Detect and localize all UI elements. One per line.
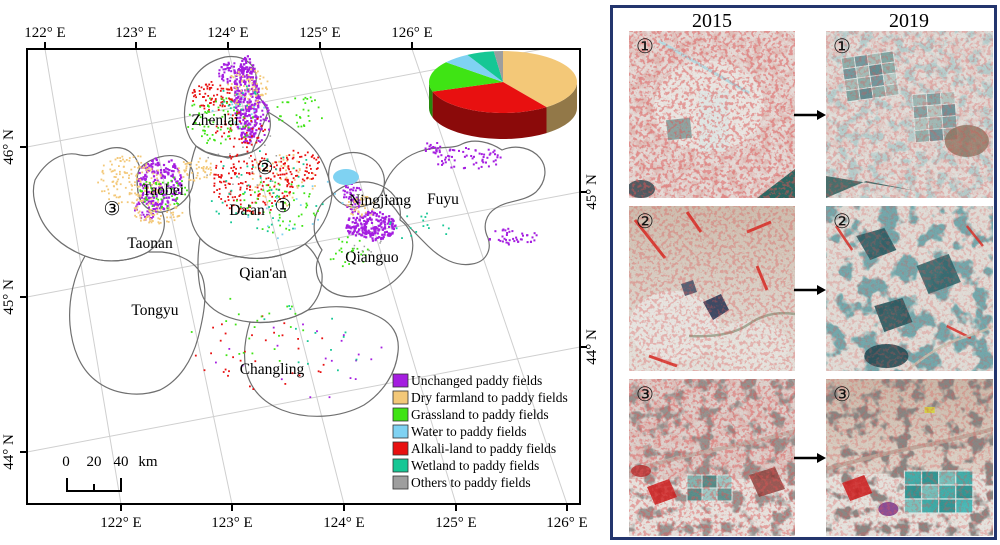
left-axis-label: 44° N — [1, 434, 17, 470]
legend-swatch — [392, 373, 409, 388]
map-marker-2: ② — [256, 157, 273, 179]
legend-item: Grassland to paddy fields — [392, 407, 549, 422]
satellite-image-2015-site1: ① — [629, 31, 795, 198]
site-markers: ① ② ③ — [103, 157, 291, 220]
region-label-qianguo: Qianguo — [345, 249, 399, 266]
legend-label: Wetland to paddy fields — [411, 458, 539, 473]
map-marker-1: ① — [274, 195, 291, 217]
map-legend: Unchanged paddy fields Dry farmland to p… — [392, 373, 568, 490]
satellite-image-2019-site2: ② — [826, 206, 993, 371]
lake-water-body — [333, 169, 359, 185]
satellite-image-2019-site3: ③ — [826, 379, 993, 536]
right-axis-label: 44° N — [584, 329, 600, 365]
legend-label: Water to paddy fields — [411, 424, 527, 439]
top-axis-label: 126° E — [391, 25, 432, 41]
map-marker-3: ③ — [103, 198, 120, 220]
col-header-2015: 2015 — [692, 10, 732, 32]
legend-label: Alkali-land to paddy fields — [411, 441, 556, 456]
paddy-change-scatter — [97, 55, 538, 399]
image-marker: ② — [833, 209, 851, 233]
legend-label: Others to paddy fields — [411, 475, 531, 490]
conversion-pie-chart — [429, 51, 577, 139]
legend-swatch — [392, 390, 409, 405]
image-marker: ① — [833, 34, 851, 58]
comparison-panel: 2015 2019 ① — [610, 5, 997, 540]
legend-item: Others to paddy fields — [392, 475, 531, 490]
top-axis-label: 123° E — [115, 25, 156, 41]
scale-bar-ruler — [66, 478, 122, 492]
scale-label: 40 — [114, 454, 129, 470]
region-label-daan: Da'an — [229, 202, 265, 219]
legend-swatch — [392, 424, 409, 439]
legend-item: Unchanged paddy fields — [392, 373, 542, 388]
bottom-axis-label: 125° E — [435, 515, 476, 531]
change-arrow-row2 — [794, 285, 826, 295]
right-axis-label: 45° N — [584, 174, 600, 210]
region-label-fuyu: Fuyu — [427, 191, 459, 208]
region-label-tongyu: Tongyu — [131, 302, 178, 319]
satellite-image-2015-site3: ③ — [629, 379, 795, 536]
region-label-ningjiang: Ningjiang — [349, 192, 411, 209]
top-axis-label: 124° E — [207, 25, 248, 41]
region-label-taonan: Taonan — [127, 235, 173, 252]
legend-swatch — [392, 407, 409, 422]
bottom-axis-label: 124° E — [323, 515, 364, 531]
top-axis-label: 125° E — [299, 25, 340, 41]
image-marker: ① — [636, 34, 654, 58]
col-header-2019: 2019 — [889, 10, 929, 32]
change-arrow-row3 — [794, 453, 826, 463]
landuse-map: 122° E 123° E 124° E 125° E 126° E 122° … — [1, 25, 600, 531]
scale-label: 20 — [87, 454, 102, 470]
image-marker: ② — [636, 209, 654, 233]
bottom-axis-label: 126° E — [546, 515, 587, 531]
legend-item: Dry farmland to paddy fields — [392, 390, 568, 405]
satellite-image-2015-site2: ② — [629, 206, 795, 371]
legend-item: Alkali-land to paddy fields — [392, 441, 556, 456]
legend-item: Water to paddy fields — [392, 424, 527, 439]
region-label-changling: Changling — [240, 361, 305, 378]
image-marker: ③ — [636, 382, 654, 406]
top-axis-label: 122° E — [24, 25, 65, 41]
legend-swatch — [392, 441, 409, 456]
scale-label: 0 — [62, 454, 70, 470]
legend-label: Dry farmland to paddy fields — [411, 390, 568, 405]
county-boundaries — [32, 55, 546, 417]
legend-label: Grassland to paddy fields — [411, 407, 549, 422]
legend-swatch — [392, 458, 409, 473]
scale-bar: 0 20 40 km — [62, 454, 158, 492]
axis-labels: 122° E 123° E 124° E 125° E 126° E 122° … — [1, 25, 600, 531]
legend-label: Unchanged paddy fields — [411, 373, 542, 388]
region-label-taobei: Taobei — [142, 182, 185, 199]
left-axis-label: 46° N — [1, 129, 17, 165]
change-arrow-row1 — [794, 110, 826, 120]
bottom-axis-label: 123° E — [211, 515, 252, 531]
region-label-qianan: Qian'an — [239, 265, 287, 282]
image-marker: ③ — [833, 382, 851, 406]
satellite-image-2019-site1: ① — [826, 31, 993, 198]
map-frame — [26, 48, 581, 505]
axis-ticks — [20, 42, 587, 511]
left-axis-label: 45° N — [1, 279, 17, 315]
scale-label: km — [138, 454, 158, 470]
bottom-axis-label: 122° E — [100, 515, 141, 531]
legend-swatch — [392, 475, 409, 490]
legend-item: Wetland to paddy fields — [392, 458, 539, 473]
region-labels: Zhenlai Taobei Taonan Tongyu Da'an Qian'… — [127, 112, 459, 378]
region-label-zhenlai: Zhenlai — [191, 112, 239, 129]
